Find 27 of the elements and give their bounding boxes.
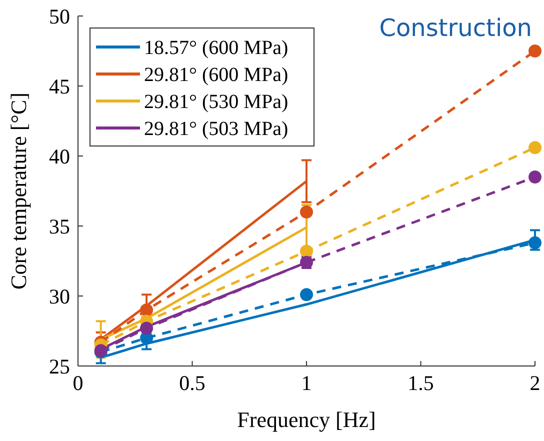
y-tick-label: 30 [49,284,70,308]
point [528,170,542,184]
y-tick-label: 35 [49,214,70,238]
point [140,322,154,335]
point [528,44,542,58]
annotation: Construction [379,14,532,42]
y-tick-label: 40 [49,144,70,168]
legend-label: 29.81° (600 MPa) [144,64,288,86]
x-axis-title: Frequency [Hz] [237,407,376,432]
point [300,244,313,258]
y-tick-label: 45 [49,74,70,98]
point [140,304,154,316]
x-tick-label: 2 [530,371,540,395]
y-tick-label: 25 [49,354,70,378]
legend-label: 29.81° (503 MPa) [144,118,288,140]
y-tick-label: 50 [49,4,70,28]
legend-label: 18.57° (600 MPa) [144,37,288,59]
x-tick-label: 1.5 [408,371,434,395]
point [528,141,542,154]
point [528,236,542,250]
y-axis-title: Core temperature [°C] [6,92,31,290]
x-tick-label: 1 [301,371,312,395]
legend-label: 29.81° (530 MPa) [144,91,288,113]
x-tick-label: 0 [72,371,84,395]
x-tick-label: 0.5 [179,371,206,395]
point [300,288,313,302]
point [300,206,313,218]
